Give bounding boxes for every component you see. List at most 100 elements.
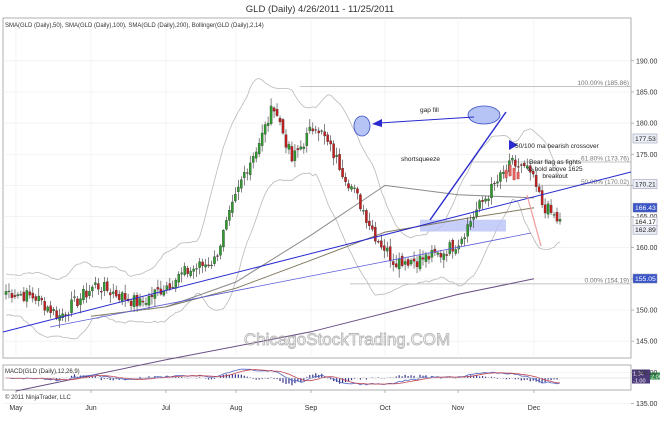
candle-body (454, 249, 458, 254)
x-tick-label: Jun (85, 405, 96, 412)
x-tick-label: Jul (162, 405, 171, 412)
candle-body (442, 253, 446, 260)
candle-body (100, 291, 103, 293)
candle-body (201, 261, 204, 266)
macd-value-label: 2.06 (651, 374, 660, 380)
candle-body (147, 295, 151, 306)
candle-body (153, 289, 157, 299)
candle-body (365, 210, 368, 223)
candle-body (61, 313, 64, 318)
macd-indicator: 1.04-1.00 2.06 (3, 368, 660, 386)
candle-body (397, 258, 401, 270)
candle-body (207, 264, 210, 267)
macd-value-label: -1.00 (633, 378, 646, 384)
candle-body (28, 291, 32, 296)
x-tick-label: Oct (380, 405, 391, 412)
long-term-trendline (2, 171, 632, 333)
candle-body (31, 292, 35, 299)
sma-100-line (90, 207, 535, 317)
x-tick-label: Nov (452, 405, 465, 412)
candle-body (43, 301, 46, 311)
x-tick-label: May (9, 405, 23, 412)
candle-body (108, 292, 112, 296)
candle-body (73, 296, 76, 298)
candle-body (64, 314, 67, 316)
fib-label: 50.00% (170.02) (581, 179, 629, 186)
macd-signal-line (6, 369, 561, 385)
candle-body (436, 252, 440, 255)
candle-body (7, 290, 11, 293)
candle-body (34, 296, 38, 301)
candle-body (371, 225, 374, 230)
candle-body (269, 105, 273, 124)
candle-body (543, 204, 547, 214)
watermark: ChicagoStockTrading.COM (243, 330, 450, 350)
candle-body (412, 258, 416, 262)
candle-body (192, 268, 195, 272)
candle-body (106, 281, 109, 291)
candle-body (305, 132, 309, 146)
candle-body (210, 264, 213, 267)
fib-label: 61.80% (173.76) (581, 155, 629, 162)
candle-body (299, 146, 303, 150)
candle-body (496, 181, 499, 184)
candle-body (135, 294, 139, 307)
candle-body (394, 263, 398, 268)
candle-body (499, 172, 502, 182)
candle-body (558, 219, 562, 222)
candle-body (114, 289, 118, 297)
candle-body (374, 226, 377, 242)
bollinger-bands (5, 78, 561, 340)
price-label-text: 166.43 (635, 205, 656, 212)
candle-body (183, 266, 186, 275)
candle-body (528, 165, 532, 173)
y-tick-label: 135.00 (636, 401, 658, 408)
macd-value-label: 1.04 (633, 371, 644, 377)
candle-body (314, 129, 318, 131)
candle-body (94, 282, 97, 285)
candle-body (493, 182, 496, 185)
candle-body (537, 186, 541, 192)
candle-body (174, 279, 178, 289)
candle-body (472, 217, 475, 220)
bear-flag-candle (512, 167, 516, 181)
price-label-box (632, 179, 658, 189)
sma-200-line (15, 278, 535, 392)
candle-body (225, 220, 228, 230)
x-tick-label: Aug (230, 405, 243, 412)
candle-body (484, 198, 487, 202)
y-tick-label: 185.00 (636, 89, 658, 96)
bollinger-lower (5, 172, 561, 340)
candle-body (427, 256, 431, 260)
candle-body (237, 186, 240, 192)
chart-title: GLD (Daily) 4/26/2011 - 11/25/2011 (246, 4, 394, 15)
candle-body (168, 283, 172, 289)
candle-body (380, 240, 383, 248)
candle-body (317, 130, 320, 134)
candle-body (552, 214, 556, 216)
candle-body (141, 300, 145, 303)
candle-body (469, 221, 472, 227)
candle-body (311, 128, 315, 132)
candle-body (13, 295, 17, 297)
candle-body (487, 198, 490, 201)
macd-panel-frame (2, 364, 632, 391)
crossover-arrowhead (509, 140, 518, 150)
candle-body (25, 290, 29, 302)
candle-body (46, 306, 49, 312)
candle-body (332, 143, 335, 159)
candle-body (406, 259, 410, 266)
candle-body (478, 200, 481, 209)
candle-body (359, 194, 362, 210)
candle-body (248, 162, 252, 176)
candle-body (16, 294, 20, 296)
candle-body (195, 268, 198, 270)
candle-body (555, 212, 559, 222)
candle-body (335, 155, 338, 157)
candle-body (234, 194, 237, 202)
candle-body (132, 295, 136, 307)
annotations: gap fill shortsqueeze 50/100 ma bearish cr… (353, 105, 600, 181)
x-tick-label: Dec (528, 405, 541, 412)
candle-body (323, 131, 326, 137)
macd-value-box (632, 376, 650, 384)
